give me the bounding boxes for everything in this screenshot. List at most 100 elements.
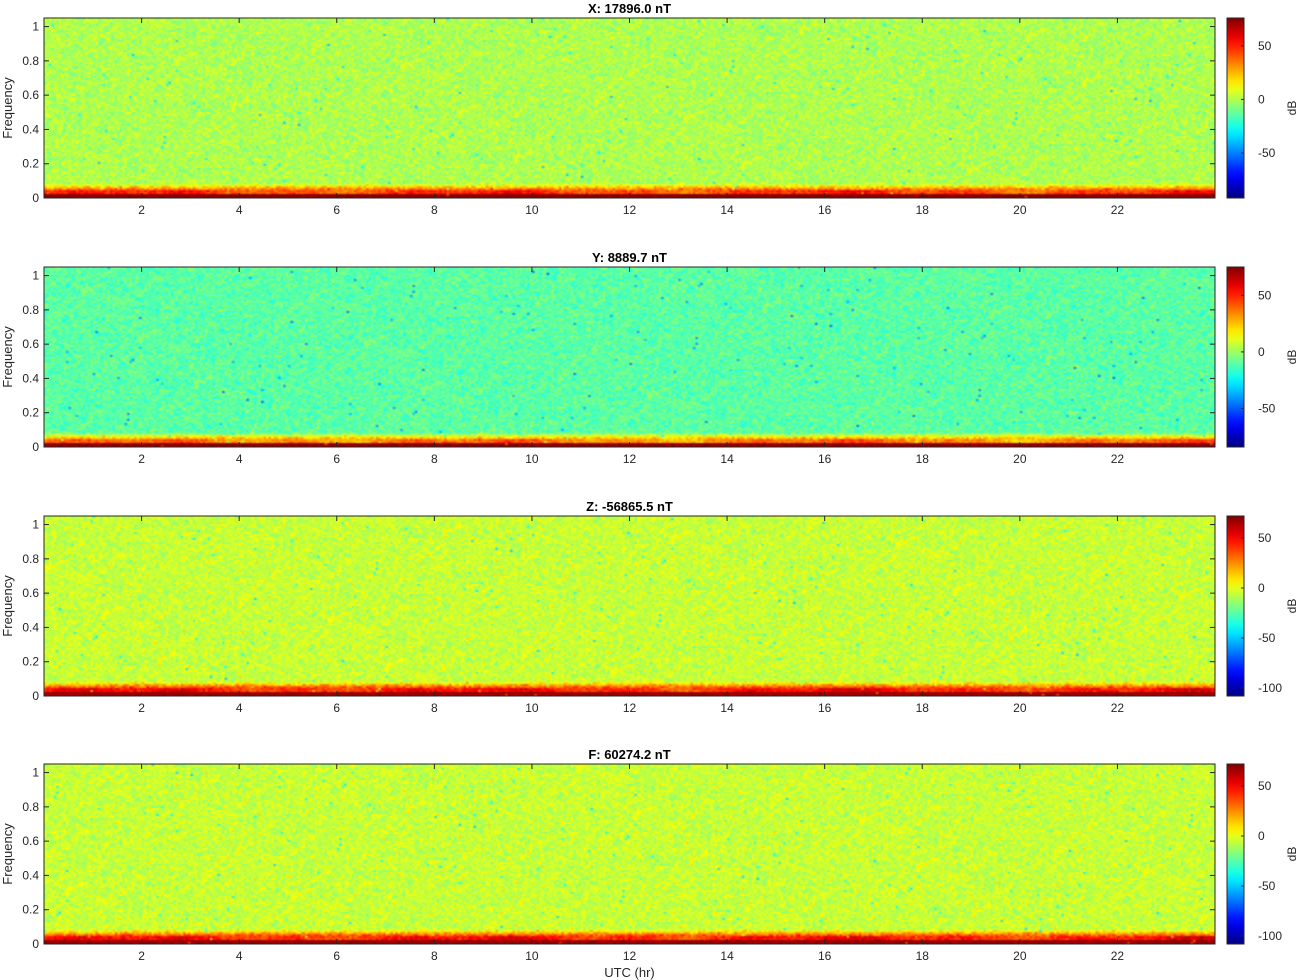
y-tick-label: 0.2: [22, 406, 39, 420]
colorbar-tick-label: -100: [1258, 929, 1282, 943]
colorbar-label: dB: [1285, 847, 1299, 862]
x-tick-label: 12: [623, 452, 637, 466]
x-tick-label: 18: [916, 701, 930, 715]
colorbar-tick-label: 0: [1258, 92, 1265, 106]
y-tick-label: 0.8: [22, 800, 39, 814]
y-tick-label: 0.2: [22, 655, 39, 669]
x-tick-label: 6: [333, 452, 340, 466]
spectrogram-image: [44, 267, 1215, 447]
x-axis-label: UTC (hr): [604, 965, 655, 980]
x-tick-label: 8: [431, 949, 438, 963]
spectrogram-image: [44, 18, 1215, 198]
y-tick-label: 0: [32, 937, 39, 951]
x-tick-label: 12: [623, 203, 637, 217]
plot-title: F: 60274.2 nT: [588, 747, 670, 762]
x-tick-label: 22: [1111, 452, 1125, 466]
y-tick-label: 0.2: [22, 157, 39, 171]
x-tick-label: 10: [525, 949, 539, 963]
x-tick-label: 6: [333, 203, 340, 217]
y-tick-label: 0.8: [22, 303, 39, 317]
y-tick-label: 0.6: [22, 834, 39, 848]
y-tick-label: 1: [32, 20, 39, 34]
colorbar: [1226, 515, 1245, 697]
x-tick-label: 10: [525, 701, 539, 715]
spectrogram-panel: X: 17896.0 nT2 4 6 8 10 12 14 16 18 20 2200.20.40.…: [0, 1, 1299, 217]
x-tick-label: 22: [1111, 203, 1125, 217]
colorbar-tick-label: -50: [1258, 879, 1276, 893]
x-tick-label: 4: [236, 452, 243, 466]
x-tick-label: 14: [720, 452, 734, 466]
y-tick-label: 0: [32, 440, 39, 454]
y-tick-label: 0.8: [22, 552, 39, 566]
y-tick-label: 0.4: [22, 371, 39, 385]
x-tick-label: 16: [818, 949, 832, 963]
x-tick-label: 20: [1013, 452, 1027, 466]
x-tick-label: 14: [720, 203, 734, 217]
y-axis-label: Frequency: [0, 326, 15, 388]
y-tick-label: 1: [32, 269, 39, 283]
x-tick-label: 10: [525, 203, 539, 217]
y-tick-label: 0.2: [22, 903, 39, 917]
colorbar: [1226, 17, 1245, 199]
x-tick-label: 8: [431, 203, 438, 217]
x-tick-label: 14: [720, 949, 734, 963]
colorbar-tick-label: -50: [1258, 631, 1276, 645]
colorbar-tick-label: 50: [1258, 779, 1272, 793]
y-tick-label: 0.6: [22, 337, 39, 351]
colorbar-tick-label: -100: [1258, 681, 1282, 695]
x-tick-label: 14: [720, 701, 734, 715]
spectrogram-panel: Y: 8889.7 nT2 4 6 8 10 12 14 16 18 20 2200.20.40.6…: [0, 250, 1299, 466]
y-tick-label: 0.8: [22, 54, 39, 68]
x-tick-label: 8: [431, 452, 438, 466]
plot-title: X: 17896.0 nT: [588, 1, 671, 16]
colorbar-tick-label: 50: [1258, 39, 1272, 53]
y-axis-label: Frequency: [0, 575, 15, 637]
x-tick-label: 12: [623, 949, 637, 963]
colorbar: [1226, 763, 1245, 945]
x-tick-label: 4: [236, 203, 243, 217]
x-tick-label: 6: [333, 949, 340, 963]
colorbar-tick-label: -50: [1258, 402, 1276, 416]
spectrogram-image: [44, 516, 1215, 696]
x-tick-label: 8: [431, 701, 438, 715]
y-tick-label: 0.4: [22, 122, 39, 136]
colorbar-tick-label: 50: [1258, 288, 1272, 302]
spectrogram-panel: F: 60274.2 nT2 4 6 8 10 12 14 16 18 20 2200.20.40.…: [0, 747, 1299, 980]
x-tick-label: 20: [1013, 701, 1027, 715]
colorbar-label: dB: [1285, 101, 1299, 116]
plot-title: Y: 8889.7 nT: [592, 250, 667, 265]
x-tick-label: 4: [236, 949, 243, 963]
x-tick-label: 22: [1111, 949, 1125, 963]
y-tick-label: 0.6: [22, 88, 39, 102]
y-tick-label: 0.4: [22, 868, 39, 882]
colorbar-tick-label: 0: [1258, 345, 1265, 359]
x-tick-label: 20: [1013, 949, 1027, 963]
x-tick-label: 2: [138, 203, 145, 217]
y-tick-label: 1: [32, 766, 39, 780]
spectrogram-image: [44, 764, 1215, 944]
colorbar-label: dB: [1285, 599, 1299, 614]
x-tick-label: 16: [818, 203, 832, 217]
y-axis-label: Frequency: [0, 77, 15, 139]
y-tick-label: 0.4: [22, 620, 39, 634]
colorbar-tick-label: -50: [1258, 146, 1276, 160]
x-tick-label: 2: [138, 452, 145, 466]
x-tick-label: 12: [623, 701, 637, 715]
colorbar-tick-label: 0: [1258, 829, 1265, 843]
colorbar-tick-label: 0: [1258, 581, 1265, 595]
x-tick-label: 2: [138, 701, 145, 715]
y-tick-label: 1: [32, 518, 39, 532]
colorbar-label: dB: [1285, 350, 1299, 365]
x-tick-label: 4: [236, 701, 243, 715]
x-tick-label: 10: [525, 452, 539, 466]
x-tick-label: 18: [916, 452, 930, 466]
x-tick-label: 16: [818, 701, 832, 715]
y-tick-label: 0: [32, 191, 39, 205]
x-tick-label: 18: [916, 203, 930, 217]
plot-title: Z: -56865.5 nT: [586, 499, 673, 514]
x-tick-label: 18: [916, 949, 930, 963]
x-tick-label: 16: [818, 452, 832, 466]
colorbar: [1226, 266, 1245, 448]
spectrogram-panel: Z: -56865.5 nT2 4 6 8 10 12 14 16 18 20 2200.20.40…: [0, 499, 1299, 715]
